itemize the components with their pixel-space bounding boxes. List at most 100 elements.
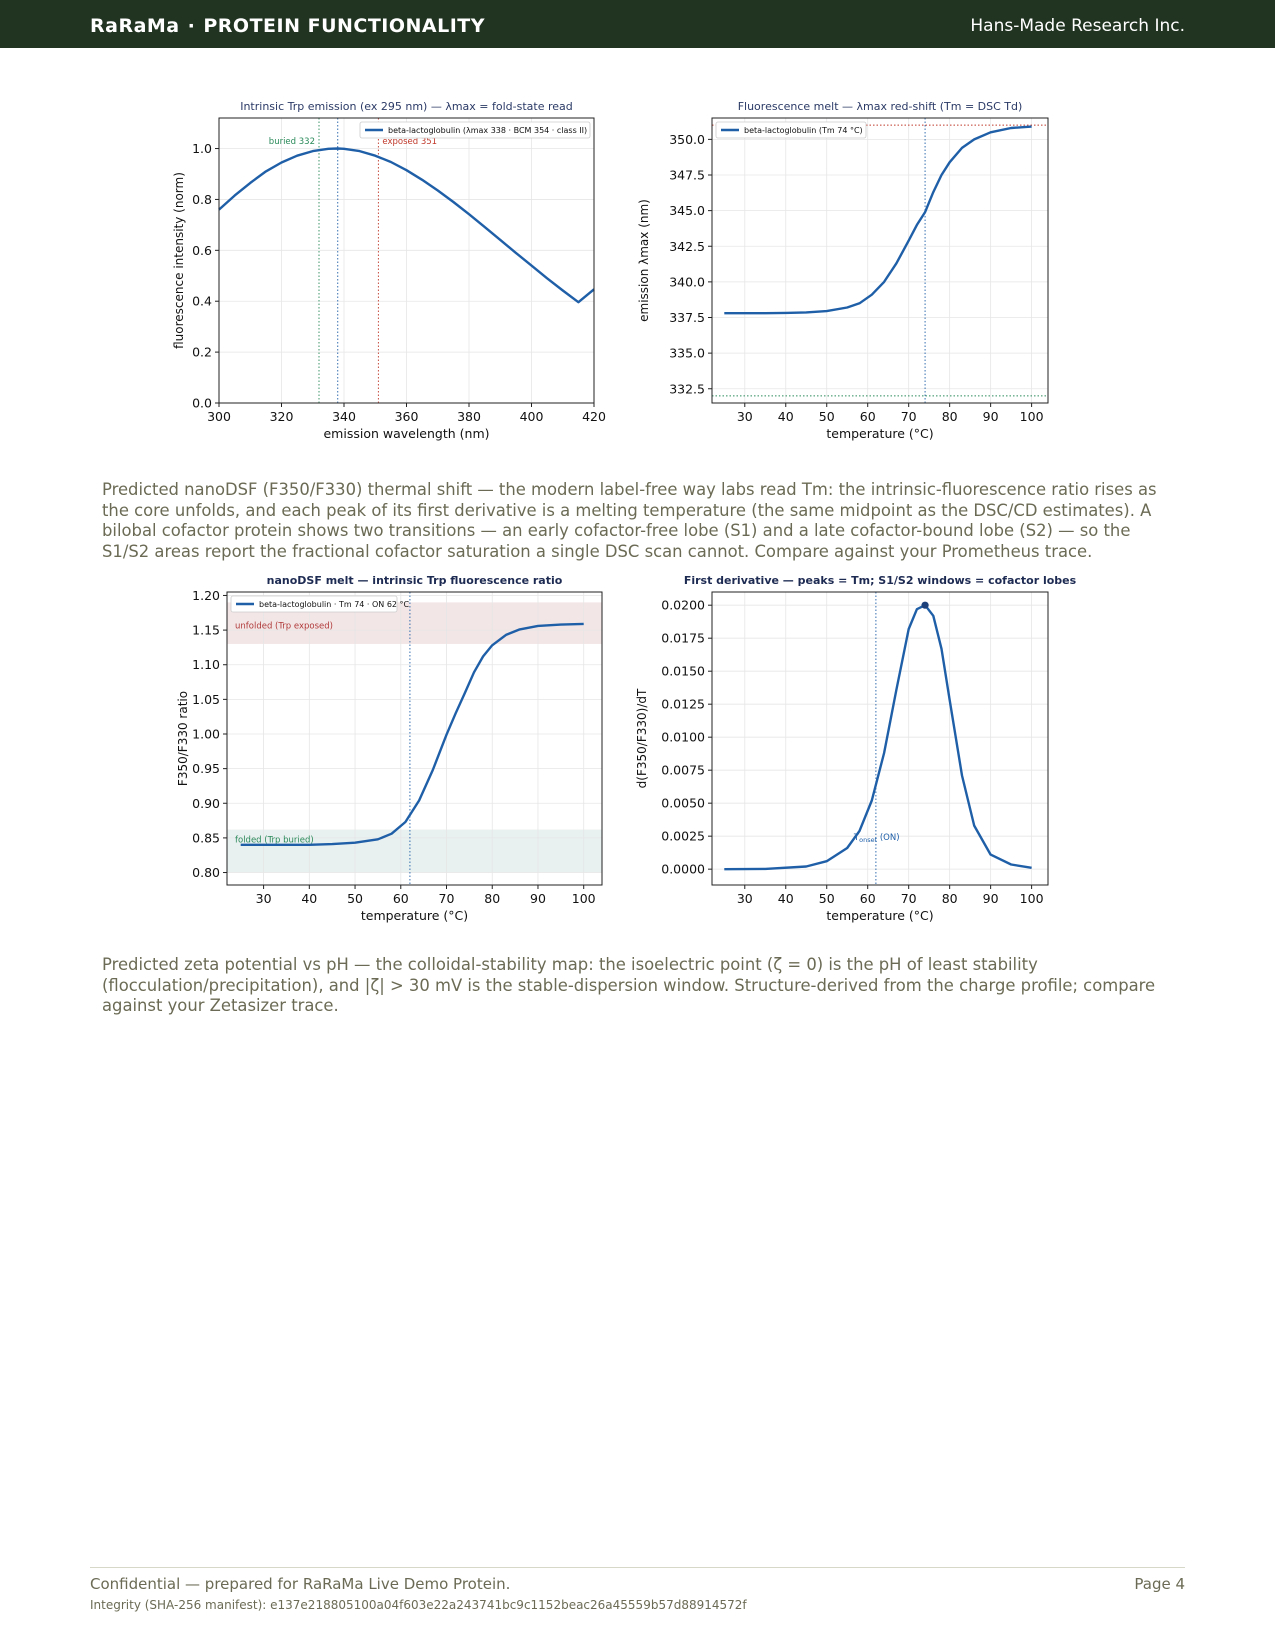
x-tick-label: 340 (332, 409, 356, 424)
legend-box (715, 121, 867, 139)
marker-label: buried 332 (269, 137, 315, 147)
first-derivative-chart: First derivative — peaks = Tm; S1/S2 win… (635, 574, 1077, 923)
x-tick-label: 100 (1020, 891, 1044, 906)
y-tick-label: 0.0150 (661, 664, 705, 679)
x-tick-label: 70 (439, 891, 455, 906)
footer-divider (90, 1567, 1185, 1568)
header-bar: RaRaMa · PROTEIN FUNCTIONALITY Hans-Made R… (0, 0, 1275, 48)
x-tick-label: 30 (256, 891, 272, 906)
page-number: Page 4 (1134, 1575, 1185, 1593)
y-tick-label: 347.5 (669, 168, 705, 183)
chart-title: nanoDSF melt — intrinsic Trp fluorescenc… (267, 574, 563, 587)
confidential-notice: Confidential — prepared for RaRaMa Live … (90, 1575, 511, 1593)
x-tick-label: 60 (860, 891, 876, 906)
x-tick-label: 50 (819, 409, 835, 424)
x-tick-label: 50 (819, 891, 835, 906)
legend-box (230, 595, 398, 613)
y-tick-label: 1.15 (192, 623, 220, 638)
x-tick-label: 90 (983, 409, 999, 424)
plot-frame (226, 591, 603, 886)
series-line (724, 604, 1032, 871)
y-tick-label: 0.0075 (661, 763, 705, 778)
nanodsf-melt-chart: nanoDSF melt — intrinsic Trp fluorescenc… (176, 574, 603, 923)
y-tick-label: 1.10 (192, 657, 220, 672)
y-tick-label: 0.90 (192, 796, 220, 811)
chart-title: Intrinsic Trp emission (ex 295 nm) — λma… (240, 100, 573, 113)
y-tick-label: 0.4 (192, 294, 212, 309)
x-tick-label: 100 (572, 891, 596, 906)
brand-name: RaRaMa (90, 15, 180, 37)
y-tick-label: 0.0125 (661, 697, 705, 712)
x-tick-label: 30 (737, 891, 753, 906)
title-separator: · (187, 15, 196, 37)
x-tick-label: 40 (778, 409, 794, 424)
x-tick-label: 80 (484, 891, 500, 906)
chart-title: Fluorescence melt — λmax red-shift (Tm =… (738, 100, 1023, 113)
x-tick-label: 400 (520, 409, 544, 424)
x-tick-label: 80 (942, 409, 958, 424)
chart-title: First derivative — peaks = Tm; S1/S2 win… (684, 574, 1077, 587)
x-tick-label: 30 (737, 409, 753, 424)
x-axis-label: temperature (°C) (826, 908, 933, 923)
x-tick-label: 380 (457, 409, 481, 424)
y-tick-label: 0.80 (192, 865, 220, 880)
x-tick-label: 60 (393, 891, 409, 906)
marker-label: exposed 351 (382, 137, 437, 147)
y-tick-label: 0.8 (192, 192, 212, 207)
x-tick-label: 100 (1020, 409, 1044, 424)
zeta-caption: Predicted zeta potential vs pH — the col… (102, 955, 1156, 1016)
x-tick-label: 40 (301, 891, 317, 906)
legend-box (359, 121, 591, 139)
x-tick-label: 90 (530, 891, 546, 906)
y-tick-label: 0.0 (192, 396, 212, 411)
y-axis-label: fluorescence intensity (norm) (172, 172, 186, 349)
y-tick-label: 0.6 (192, 243, 212, 258)
y-tick-label: 0.0100 (661, 730, 705, 745)
legend-label: beta-lactoglobulin (Tm 74 °C) (744, 126, 863, 135)
x-tick-label: 300 (207, 409, 231, 424)
y-tick-label: 1.00 (192, 726, 220, 741)
plot-frame (711, 117, 1049, 404)
y-tick-label: 1.0 (192, 141, 212, 156)
y-tick-label: 345.0 (669, 203, 705, 218)
x-tick-label: 420 (582, 409, 606, 424)
y-tick-label: 0.0200 (661, 598, 705, 613)
series-line (218, 147, 595, 304)
report-title: RaRaMa · PROTEIN FUNCTIONALITY (90, 15, 485, 37)
x-tick-label: 40 (778, 891, 794, 906)
x-tick-label: 360 (395, 409, 419, 424)
section-title: PROTEIN FUNCTIONALITY (203, 15, 486, 37)
y-tick-label: 342.5 (669, 239, 705, 254)
x-axis-label: temperature (°C) (361, 908, 468, 923)
integrity-hash: Integrity (SHA-256 manifest): e137e21880… (90, 1598, 747, 1612)
nanodsf-caption: Predicted nanoDSF (F350/F330) thermal sh… (102, 480, 1157, 561)
y-tick-label: 337.5 (669, 310, 705, 325)
x-tick-label: 70 (901, 409, 917, 424)
y-tick-label: 340.0 (669, 274, 705, 289)
emission-spectrum-chart: Intrinsic Trp emission (ex 295 nm) — λma… (172, 100, 606, 441)
fluorescence-melt-chart: Fluorescence melt — λmax red-shift (Tm =… (637, 100, 1049, 441)
x-tick-label: 70 (901, 891, 917, 906)
x-tick-label: 320 (270, 409, 294, 424)
x-tick-label: 50 (347, 891, 363, 906)
marker-label: Tonset (ON) (853, 833, 900, 844)
y-axis-label: d(F350/F330)/dT (635, 688, 649, 788)
y-tick-label: 350.0 (669, 132, 705, 147)
x-axis-label: emission wavelength (nm) (323, 426, 489, 441)
band-folded (227, 829, 602, 873)
y-tick-label: 335.0 (669, 346, 705, 361)
y-axis-label: F350/F330 ratio (176, 691, 190, 786)
series-line (724, 125, 1032, 315)
company-name: Hans-Made Research Inc. (970, 16, 1185, 36)
y-tick-label: 0.2 (192, 345, 212, 360)
x-tick-label: 80 (942, 891, 958, 906)
y-tick-label: 0.0050 (661, 796, 705, 811)
y-tick-label: 332.5 (669, 381, 705, 396)
plot-frame (218, 117, 595, 404)
legend-label: beta-lactoglobulin (λmax 338 · BCM 354 ·… (388, 126, 587, 135)
x-tick-label: 90 (983, 891, 999, 906)
plot-frame (711, 591, 1049, 886)
y-tick-label: 0.85 (192, 830, 220, 845)
y-tick-label: 0.0000 (661, 862, 705, 877)
y-tick-label: 0.0175 (661, 631, 705, 646)
